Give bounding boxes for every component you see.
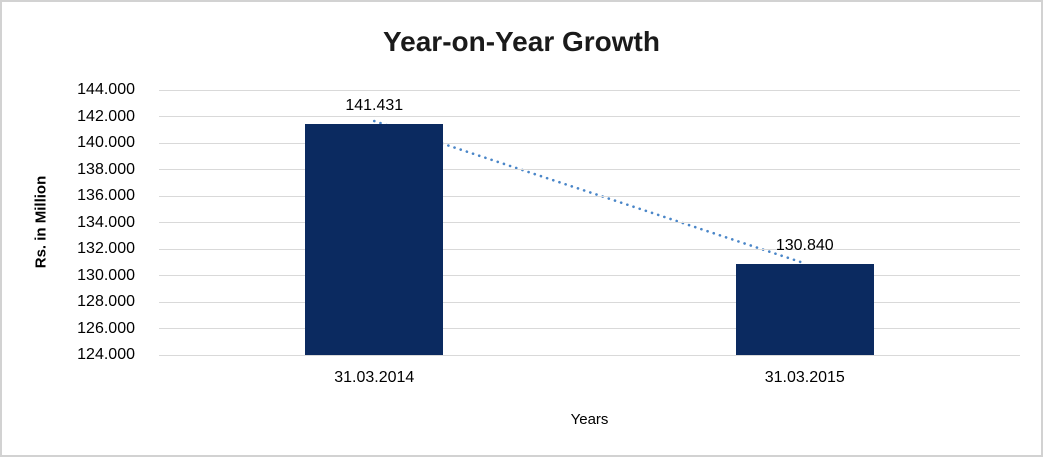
gridline [159,328,1020,329]
gridline [159,116,1020,117]
plot-area: 141.431 130.840 [159,89,1020,356]
gridline [159,248,1020,250]
gridline [159,301,1020,303]
chart-title: Year-on-Year Growth [383,26,660,57]
y-tick-label: 126.000 [77,319,135,337]
y-tick-label: 124.000 [77,346,135,363]
gridline [159,195,1020,197]
x-axis-tick-labels: 31.03.2014 31.03.2015 [159,368,1020,390]
x-axis-title: Years [570,411,609,428]
gridline [159,89,1020,91]
data-label: 141.431 [345,97,404,115]
y-tick-label: 138.000 [77,160,135,178]
gridline [159,354,1020,356]
data-label: 130.840 [775,237,834,255]
gridline [159,142,1020,144]
x-tick-label: 31.03.2015 [764,369,845,386]
y-tick-label: 142.000 [77,107,135,125]
bar-31.03.2014 [305,124,444,355]
y-axis-tick-labels: 144.000 142.000 140.000 138.000 136.000 134.0… [2,81,147,363]
y-tick-label: 136.000 [77,187,135,204]
y-tick-label: 128.000 [77,293,135,310]
gridline [159,222,1020,223]
x-tick-label: 31.03.2014 [334,369,415,386]
y-tick-label: 130.000 [77,266,135,284]
y-tick-label: 134.000 [77,213,135,231]
y-tick-label: 140.000 [77,134,135,151]
y-tick-label: 132.000 [77,240,135,257]
trendline [372,119,807,265]
gridline [159,169,1020,170]
y-tick-label: 144.000 [77,81,135,98]
gridline [159,275,1020,276]
bar-31.03.2015 [735,264,874,355]
